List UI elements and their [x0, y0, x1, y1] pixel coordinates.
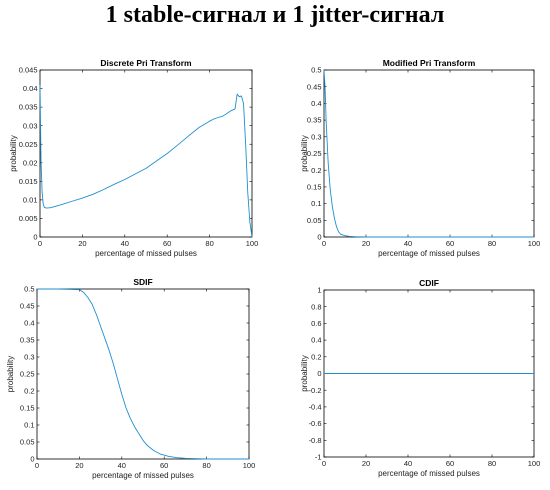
- x-axis-label: percentage of missed pulses: [378, 469, 480, 478]
- y-axis-label: probability: [300, 355, 309, 391]
- y-tick-label: 0.01: [23, 195, 38, 204]
- y-tick-label: 0.025: [19, 140, 38, 149]
- plot-frame: [36, 288, 250, 460]
- chart-2: Modified Pri Transform 0 20 40 60 80 100 0 0.05 0…: [300, 58, 540, 258]
- x-tick-label: 0: [38, 239, 42, 248]
- y-tick-label: 0.015: [19, 177, 38, 186]
- series-line-1: [39, 84, 253, 238]
- x-tick-label: 60: [160, 461, 168, 470]
- x-tick-label: 40: [121, 239, 129, 248]
- x-tick-label: 100: [246, 239, 259, 248]
- x-tick-label: 20: [362, 239, 370, 248]
- y-tick-label: -0.8: [309, 436, 322, 445]
- x-tick-label: 80: [205, 239, 213, 248]
- x-tick-label: 40: [118, 461, 126, 470]
- chart-title: Discrete Pri Transform: [100, 58, 192, 68]
- y-tick-label: 0.5: [24, 285, 34, 294]
- y-tick-label: 0: [30, 455, 34, 464]
- y-tick-label: 1: [317, 286, 321, 295]
- x-axis-label: percentage of missed pulses: [378, 249, 480, 258]
- chart-title: Modified Pri Transform: [383, 58, 476, 68]
- y-axis-label: probability: [300, 135, 309, 171]
- y-tick-label: 0.05: [307, 216, 322, 225]
- series-line-1: [323, 69, 534, 238]
- x-axis-label: percentage of missed pulses: [95, 249, 197, 258]
- y-tick-label: -0.6: [309, 419, 322, 428]
- y-tick-label: 0.45: [20, 302, 35, 311]
- y-tick-label: 0.45: [307, 82, 322, 91]
- y-tick-label: 0.1: [311, 199, 321, 208]
- x-tick-label: 20: [362, 459, 370, 468]
- x-tick-label: 0: [322, 459, 326, 468]
- y-tick-label: 0: [317, 233, 321, 242]
- y-tick-label: 0.35: [20, 336, 35, 345]
- y-tick-label: 0.6: [311, 319, 321, 328]
- series-line-1: [37, 288, 249, 460]
- y-tick-label: -0.2: [309, 386, 322, 395]
- y-tick-label: 0.02: [23, 158, 38, 167]
- x-tick-label: 80: [202, 461, 210, 470]
- y-tick-label: 0.5: [311, 66, 321, 75]
- y-tick-label: 0.3: [311, 132, 321, 141]
- x-axis-label: percentage of missed pulses: [92, 471, 194, 480]
- x-tick-label: 80: [488, 239, 496, 248]
- y-tick-label: 0: [33, 233, 37, 242]
- page-title: 1 stable-сигнал и 1 jitter-сигнал: [105, 2, 445, 28]
- y-tick-label: 0.005: [19, 214, 38, 223]
- chart-title: CDIF: [419, 278, 439, 288]
- y-tick-label: 0: [317, 369, 321, 378]
- y-tick-label: 0.1: [24, 421, 34, 430]
- y-tick-label: 0.4: [311, 336, 321, 345]
- x-tick-label: 0: [322, 239, 326, 248]
- y-tick-label: 0.2: [311, 166, 321, 175]
- y-tick-label: 0.15: [307, 183, 322, 192]
- y-tick-label: 0.04: [23, 84, 38, 93]
- y-tick-label: 0.4: [311, 99, 321, 108]
- x-tick-label: 100: [243, 461, 256, 470]
- chart-3: SDIF 0 20 40 60 80 100 0 0.05 0.1 0.15 0.2 0.25 0.3 0.…: [6, 277, 255, 480]
- x-tick-label: 40: [404, 459, 412, 468]
- y-tick-label: 0.03: [23, 121, 38, 130]
- y-axis-label: probability: [9, 135, 18, 171]
- x-tick-label: 20: [78, 239, 86, 248]
- x-tick-label: 100: [528, 459, 541, 468]
- x-tick-label: 60: [446, 459, 454, 468]
- chart-4: CDIF 0 20 40 60 80 100 -1 -0.8 -0.6 -0.4 -0.2 0 0.2 0.…: [300, 278, 540, 478]
- x-tick-label: 60: [163, 239, 171, 248]
- x-tick-label: 80: [488, 459, 496, 468]
- y-tick-label: 0.25: [20, 370, 35, 379]
- y-tick-label: 0.2: [311, 352, 321, 361]
- y-tick-label: 0.2: [24, 387, 34, 396]
- y-tick-label: 0.25: [307, 149, 322, 158]
- y-tick-label: 0.035: [19, 103, 38, 112]
- y-axis-label: probability: [6, 356, 15, 392]
- y-tick-label: 0.35: [307, 116, 322, 125]
- plot-frame: [39, 69, 253, 238]
- y-tick-label: 0.05: [20, 438, 35, 447]
- y-tick-label: -0.4: [309, 403, 322, 412]
- x-tick-label: 100: [528, 239, 541, 248]
- y-tick-label: 0.4: [24, 319, 34, 328]
- y-tick-label: -1: [315, 453, 322, 462]
- x-tick-label: 20: [75, 461, 83, 470]
- x-tick-label: 60: [446, 239, 454, 248]
- plot-frame: [323, 69, 535, 238]
- y-tick-label: 0.15: [20, 404, 35, 413]
- chart-title: SDIF: [133, 277, 152, 287]
- chart-1: Discrete Pri Transform 0 20 40 60 80 100 0 0.005…: [9, 58, 258, 258]
- x-tick-label: 40: [404, 239, 412, 248]
- x-tick-label: 0: [35, 461, 39, 470]
- y-tick-label: 0.8: [311, 302, 321, 311]
- y-tick-label: 0.045: [19, 66, 38, 75]
- y-tick-label: 0.3: [24, 353, 34, 362]
